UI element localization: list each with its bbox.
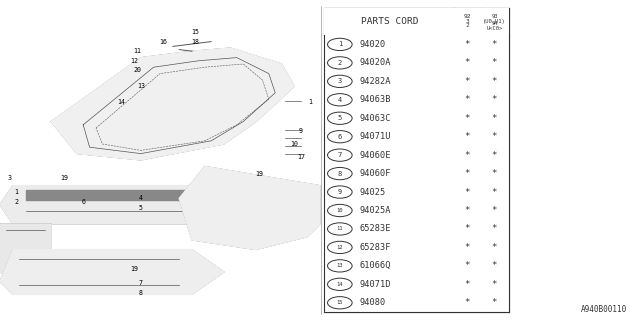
Text: *: *: [465, 58, 470, 68]
Text: *: *: [465, 77, 470, 86]
Text: 94071D: 94071D: [359, 280, 390, 289]
Bar: [324, 8, 509, 35]
Text: 94025: 94025: [359, 188, 385, 196]
Text: 94063B: 94063B: [359, 95, 390, 104]
Text: 19: 19: [255, 172, 263, 177]
Text: 9: 9: [338, 189, 342, 195]
Text: 94060F: 94060F: [359, 169, 390, 178]
Text: 92
3
2: 92 3 2: [463, 14, 471, 28]
Text: 5: 5: [338, 115, 342, 121]
Text: 61066Q: 61066Q: [359, 261, 390, 270]
Text: 3: 3: [338, 78, 342, 84]
Text: 93
(U0,U1): 93 (U0,U1): [483, 14, 506, 24]
Text: 1: 1: [308, 100, 312, 105]
Text: 4: 4: [338, 97, 342, 103]
Text: 6: 6: [81, 199, 85, 204]
Polygon shape: [0, 224, 51, 282]
Text: *: *: [492, 169, 497, 178]
Text: *: *: [492, 280, 497, 289]
Text: 94060E: 94060E: [359, 151, 390, 160]
Text: *: *: [492, 77, 497, 86]
Text: *: *: [465, 280, 470, 289]
Text: 7: 7: [338, 152, 342, 158]
Text: 16: 16: [159, 39, 167, 44]
Text: *: *: [465, 261, 470, 270]
Text: 1: 1: [14, 189, 18, 195]
Polygon shape: [0, 186, 320, 224]
Text: *: *: [492, 206, 497, 215]
Text: 14: 14: [337, 282, 343, 287]
Text: *: *: [492, 243, 497, 252]
Text: *: *: [465, 224, 470, 234]
Text: 5: 5: [139, 205, 143, 211]
Text: 12: 12: [131, 58, 138, 64]
Text: *: *: [465, 298, 470, 307]
Text: 13: 13: [337, 263, 343, 268]
Text: 12: 12: [337, 245, 343, 250]
Text: 94
U<C0>: 94 U<C0>: [486, 21, 502, 31]
Polygon shape: [0, 250, 224, 294]
Text: 4: 4: [139, 196, 143, 201]
Text: 94080: 94080: [359, 298, 385, 307]
Text: 15: 15: [191, 29, 199, 35]
Text: 6: 6: [338, 134, 342, 140]
Bar: [324, 8, 509, 312]
Text: 94020A: 94020A: [359, 58, 390, 68]
Text: *: *: [492, 40, 497, 49]
Text: 65283E: 65283E: [359, 224, 390, 234]
Text: *: *: [492, 151, 497, 160]
Text: 17: 17: [297, 154, 305, 160]
Text: *: *: [465, 243, 470, 252]
Text: *: *: [492, 261, 497, 270]
Text: 94063C: 94063C: [359, 114, 390, 123]
Text: 19: 19: [131, 266, 138, 272]
Text: *: *: [465, 151, 470, 160]
Text: 2: 2: [14, 199, 18, 204]
Text: 94071U: 94071U: [359, 132, 390, 141]
Text: 15: 15: [337, 300, 343, 305]
Text: *: *: [465, 114, 470, 123]
Text: 8: 8: [338, 171, 342, 177]
Text: 14: 14: [118, 100, 125, 105]
Text: *: *: [492, 224, 497, 234]
Text: *: *: [492, 114, 497, 123]
Text: 2: 2: [338, 60, 342, 66]
Text: *: *: [492, 95, 497, 104]
Text: 3: 3: [8, 175, 12, 180]
Text: 13: 13: [137, 84, 145, 89]
Polygon shape: [26, 190, 192, 200]
Text: 94020: 94020: [359, 40, 385, 49]
Text: 18: 18: [191, 39, 199, 44]
Text: 10: 10: [291, 141, 298, 147]
Text: *: *: [492, 298, 497, 307]
Text: *: *: [465, 95, 470, 104]
Text: 94025A: 94025A: [359, 206, 390, 215]
Text: *: *: [465, 188, 470, 196]
Polygon shape: [51, 48, 294, 160]
Text: 7: 7: [139, 280, 143, 286]
Text: 8: 8: [139, 290, 143, 296]
Text: *: *: [492, 188, 497, 196]
Text: *: *: [465, 132, 470, 141]
Text: 19: 19: [60, 175, 68, 180]
Text: 65283F: 65283F: [359, 243, 390, 252]
Text: *: *: [465, 40, 470, 49]
Text: 10: 10: [337, 208, 343, 213]
Text: PARTS CORD: PARTS CORD: [361, 17, 418, 26]
Text: 11: 11: [337, 227, 343, 231]
Text: 11: 11: [134, 48, 141, 54]
Text: *: *: [492, 132, 497, 141]
Text: 20: 20: [134, 68, 141, 73]
Text: *: *: [465, 169, 470, 178]
Polygon shape: [179, 166, 320, 250]
Text: 9: 9: [299, 128, 303, 134]
Text: A940B00110: A940B00110: [581, 305, 627, 314]
Text: 1: 1: [338, 41, 342, 47]
Text: *: *: [465, 206, 470, 215]
Text: *: *: [492, 58, 497, 68]
Text: 94282A: 94282A: [359, 77, 390, 86]
